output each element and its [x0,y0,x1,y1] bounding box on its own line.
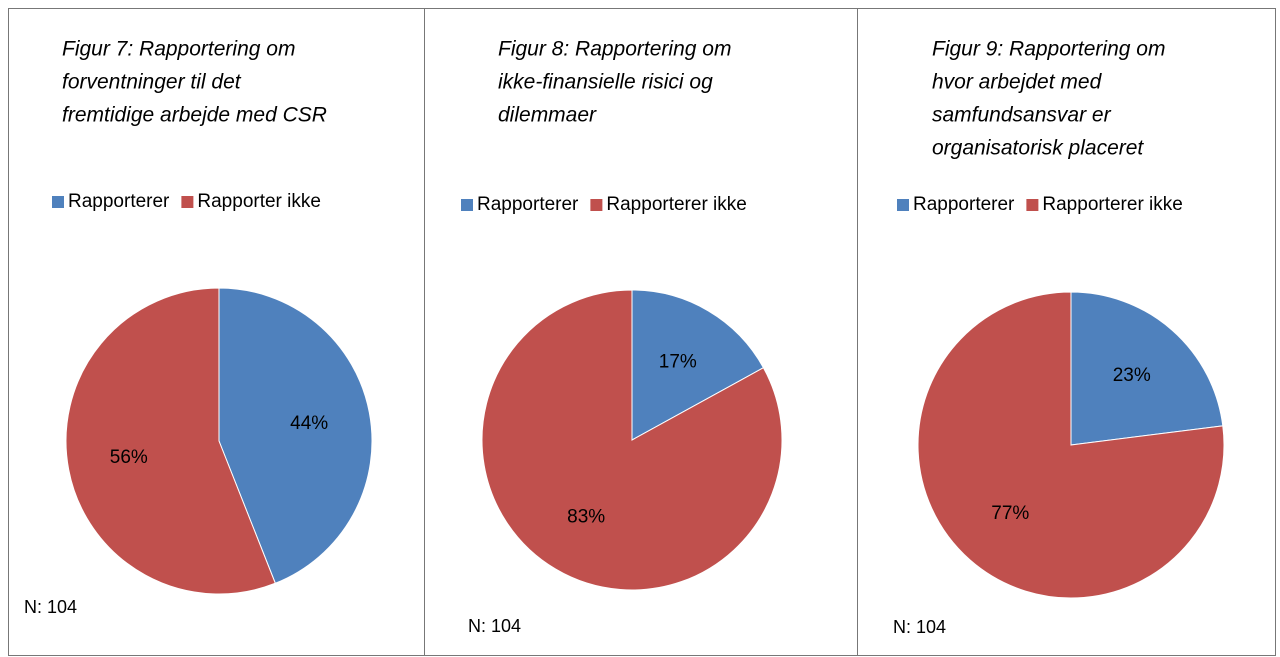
chart-title: Figur 9: Rapportering om [932,38,1165,61]
data-label: 23% [1113,365,1151,386]
chart-title: ikke-finansielle risici og [498,71,713,94]
legend-swatch [1026,199,1039,211]
data-label: 83% [567,506,605,527]
table-border [8,8,1276,656]
chart-title: forventninger til det [62,71,242,94]
note: N: 104 [24,597,77,617]
note: N: 104 [468,616,521,636]
legend-label: Rapporterer ikke [606,194,746,215]
note: N: 104 [893,617,946,637]
data-label: 77% [991,503,1029,524]
pie-slice [481,289,783,591]
chart-title: organisatorisk placeret [932,137,1144,160]
legend-swatch [461,199,473,211]
data-label: 44% [290,413,328,434]
legend-label: Rapporterer [913,194,1015,215]
legend-label: Rapporterer [477,194,579,215]
legend-swatch [52,196,64,208]
data-label: 56% [110,447,148,468]
pie-slice [1070,291,1224,446]
legend-label: Rapporterer [68,191,170,212]
legend-label: Rapporterer ikke [1042,194,1182,215]
chart-title: dilemmaer [498,104,597,127]
legend-label: Rapporter ikke [197,191,321,212]
chart-title: fremtidige arbejde med CSR [62,104,327,127]
legend-swatch [590,199,603,211]
pie-slice [917,291,1225,599]
chart-title: hvor arbejdet med [932,71,1103,94]
chart-title: Figur 8: Rapportering om [498,38,731,61]
chart-title: Figur 7: Rapportering om [62,38,295,61]
legend-swatch [897,199,909,211]
pie-slice [631,289,765,441]
data-label: 17% [659,352,697,373]
pie-slice [65,287,276,595]
pie-slice [218,287,373,584]
legend-swatch [181,196,194,208]
chart-title: samfundsansvar er [932,104,1112,127]
